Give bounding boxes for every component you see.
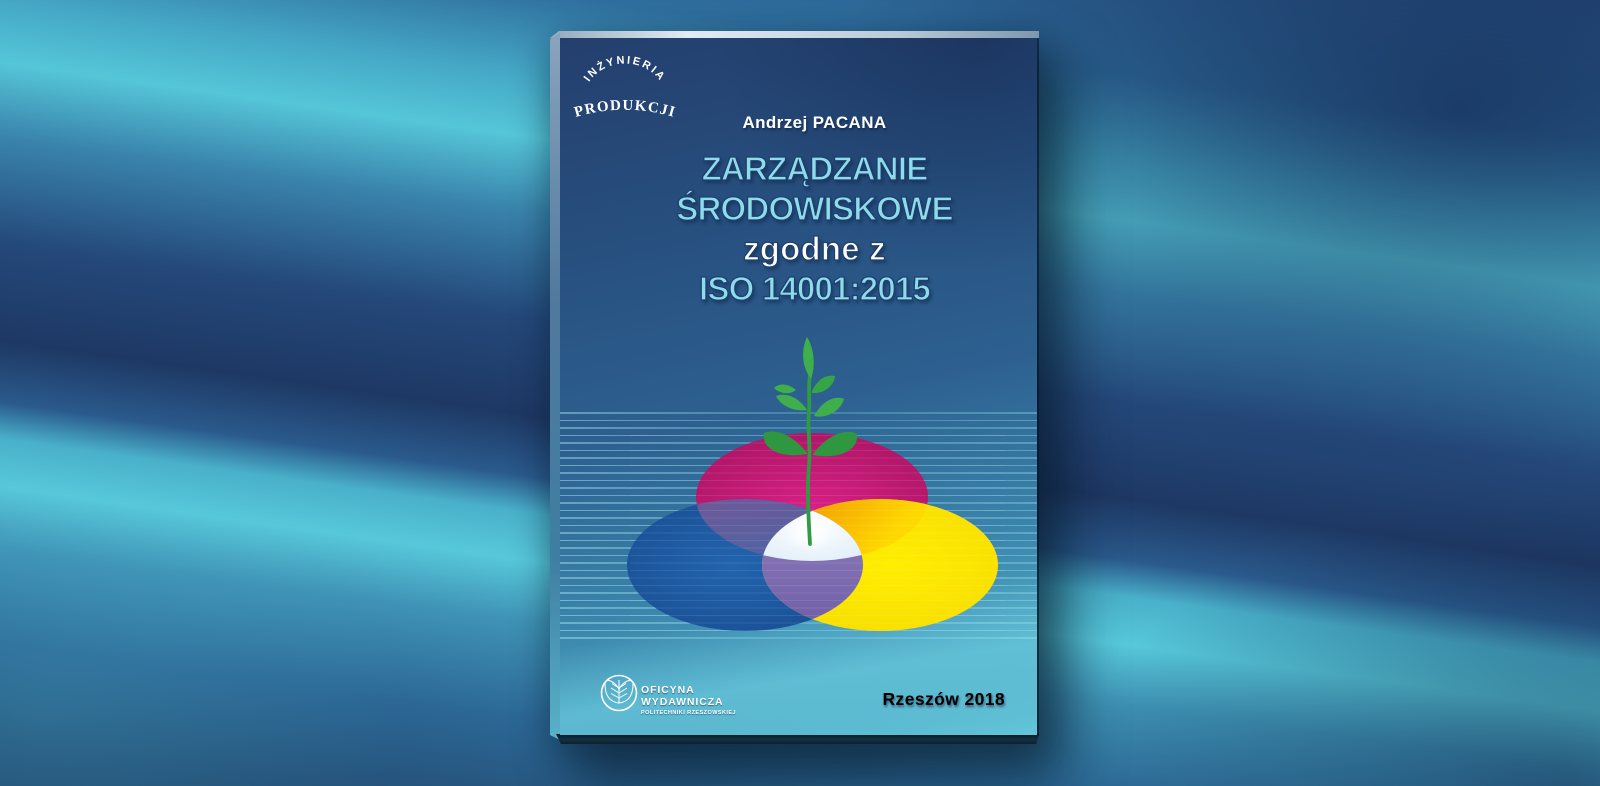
title-line-1: ZARZĄDZANIE	[701, 149, 929, 187]
pinstripe-overlay	[630, 434, 1005, 632]
sapling-stem	[806, 373, 812, 546]
venn-illustration	[560, 337, 1037, 639]
overlap-magenta-yellow	[762, 499, 928, 561]
cover-text-block: Andrzej PACANA ZARZĄDZANIE ŚRODOWISKOWE …	[592, 38, 1037, 735]
author-name: Andrzej PACANA	[742, 113, 887, 132]
publisher-logo-icon	[600, 674, 638, 712]
place-year-label: Rzeszów 2018	[882, 689, 1005, 709]
series-logo: INŻYNIERIA PRODUKCJI	[572, 54, 677, 121]
book-top-page-edge	[550, 31, 1039, 38]
book-right-edge	[1037, 38, 1039, 735]
publisher-name-line1: OFICYNA	[641, 684, 695, 696]
title-line-3: zgodne z	[742, 229, 886, 267]
title-line-2: ŚRODOWISKOWE	[676, 189, 955, 227]
sapling-leaf-upper-right	[812, 375, 835, 394]
book-bottom-edge	[556, 734, 1039, 744]
book-cover-face: INŻYNIERIA PRODUKCJI Andrzej PACANA ZARZ…	[560, 38, 1037, 735]
book-title: ZARZĄDZANIE ŚRODOWISKOWE zgodne z ISO 14…	[592, 149, 1037, 309]
overlap-magenta-blue	[696, 499, 863, 561]
svg-text:PRODUKCJI: PRODUKCJI	[572, 98, 677, 121]
sapling-leaf-curl-left	[776, 394, 807, 411]
publisher-subtitle: POLITECHNIKI RZESZOWSKIEJ	[641, 710, 736, 716]
publisher-name-line2: WYDAWNICZA	[641, 695, 724, 708]
title-line-4: ISO 14001:2015	[698, 269, 931, 307]
sapling-leaf-top	[803, 337, 814, 379]
sapling-illustration	[763, 337, 858, 552]
book-mockup: INŻYNIERIA PRODUKCJI Andrzej PACANA ZARZ…	[550, 31, 1039, 744]
sapling-leaf-curl-left-tip	[774, 384, 796, 394]
series-logo-name-text: PRODUKCJI	[572, 98, 676, 121]
sapling-leaf-mid-right	[814, 397, 844, 417]
sapling-leaf-big-right	[813, 431, 858, 457]
book-left-page-edge	[550, 33, 560, 740]
sapling-leaf-big-left	[763, 431, 807, 456]
publisher-name-block: OFICYNA WYDAWNICZA POLITECHNIKI RZESZOWS…	[641, 684, 736, 716]
